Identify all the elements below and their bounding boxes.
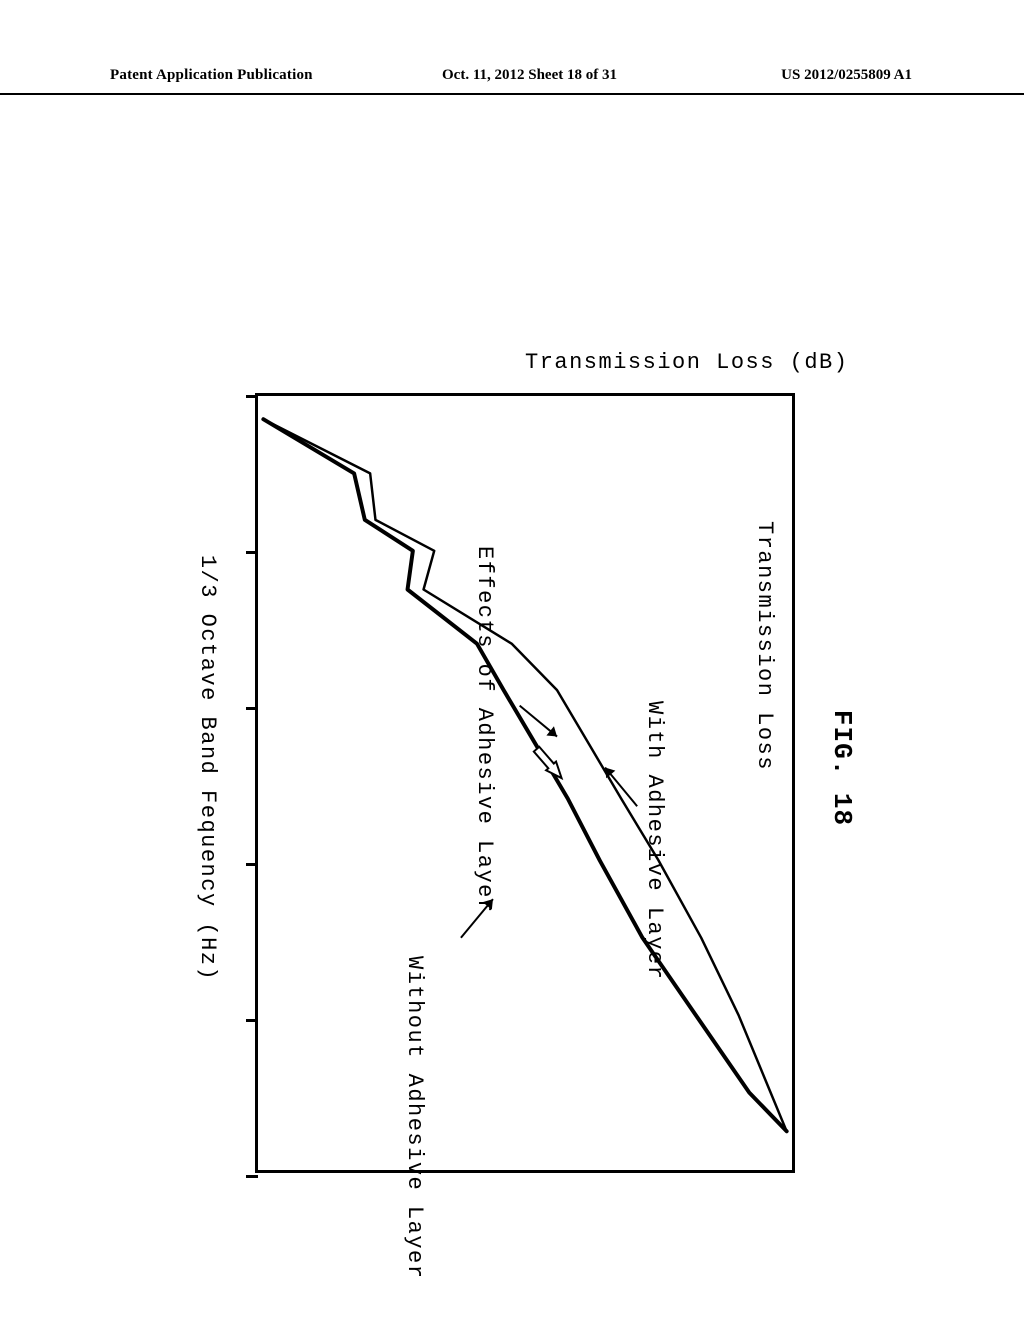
header-date-sheet: Oct. 11, 2012 Sheet 18 of 31	[442, 67, 617, 84]
chart-y-axis-label: Transmission Loss (dB)	[525, 350, 848, 375]
x-tick	[246, 707, 258, 710]
page-header: Patent Application Publication Oct. 11, …	[0, 65, 1024, 95]
x-tick	[246, 1175, 258, 1178]
figure-rotated-landscape: FIG. 18 Transmission Loss (dB) 1/3 Octav…	[155, 278, 835, 1258]
header-publication-number: US 2012/0255809 A1	[781, 67, 912, 84]
x-tick	[246, 863, 258, 866]
figure-container: FIG. 18 Transmission Loss (dB) 1/3 Octav…	[95, 210, 895, 1190]
chart-plot-area: Transmission Loss With Adhesive Layer Ef…	[255, 393, 795, 1173]
x-tick	[246, 1019, 258, 1022]
block-arrow-effects	[534, 747, 562, 778]
figure-label: FIG. 18	[827, 710, 857, 826]
chart-svg	[258, 396, 792, 1170]
x-tick	[246, 551, 258, 554]
page-root: { "header": { "left": "Patent Applicatio…	[0, 0, 1024, 1320]
header-publication-type: Patent Application Publication	[110, 67, 313, 84]
x-tick	[246, 395, 258, 398]
series-line-without_adhesive	[263, 419, 786, 1131]
chart-x-axis-label: 1/3 Octave Band Fequency (Hz)	[195, 555, 220, 981]
series-line-with_adhesive	[263, 419, 786, 1131]
